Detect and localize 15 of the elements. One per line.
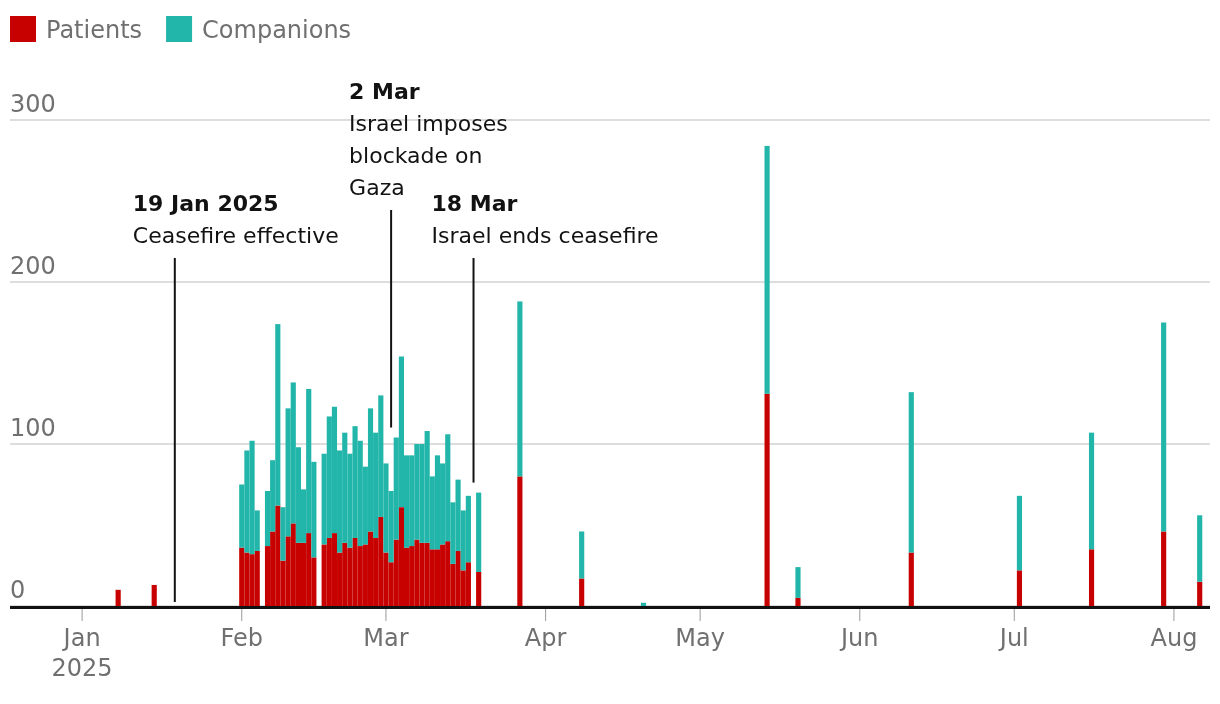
legend-label: Patients bbox=[46, 16, 143, 44]
ref-line-label: 19 Jan 2025 Ceasefire effective bbox=[132, 191, 339, 248]
x-tick-label: Apr bbox=[524, 624, 567, 652]
x-tick-label: Jan 2025 bbox=[51, 624, 113, 682]
y-tick-label: 300 bbox=[10, 90, 56, 118]
x-tick-label: Jul bbox=[997, 624, 1029, 652]
x-tick-label: Aug bbox=[1150, 624, 1198, 652]
x-tick-label: Feb bbox=[220, 624, 264, 652]
y-tick-label: 100 bbox=[10, 414, 56, 442]
y-tick-label: 200 bbox=[10, 252, 56, 280]
x-tick-label: Jun bbox=[839, 624, 879, 652]
x-tick-label: Mar bbox=[363, 624, 409, 652]
y-tick-label: 0 bbox=[10, 576, 26, 604]
legend-label: Companions bbox=[202, 16, 352, 44]
x-tick-label: May bbox=[675, 624, 725, 652]
